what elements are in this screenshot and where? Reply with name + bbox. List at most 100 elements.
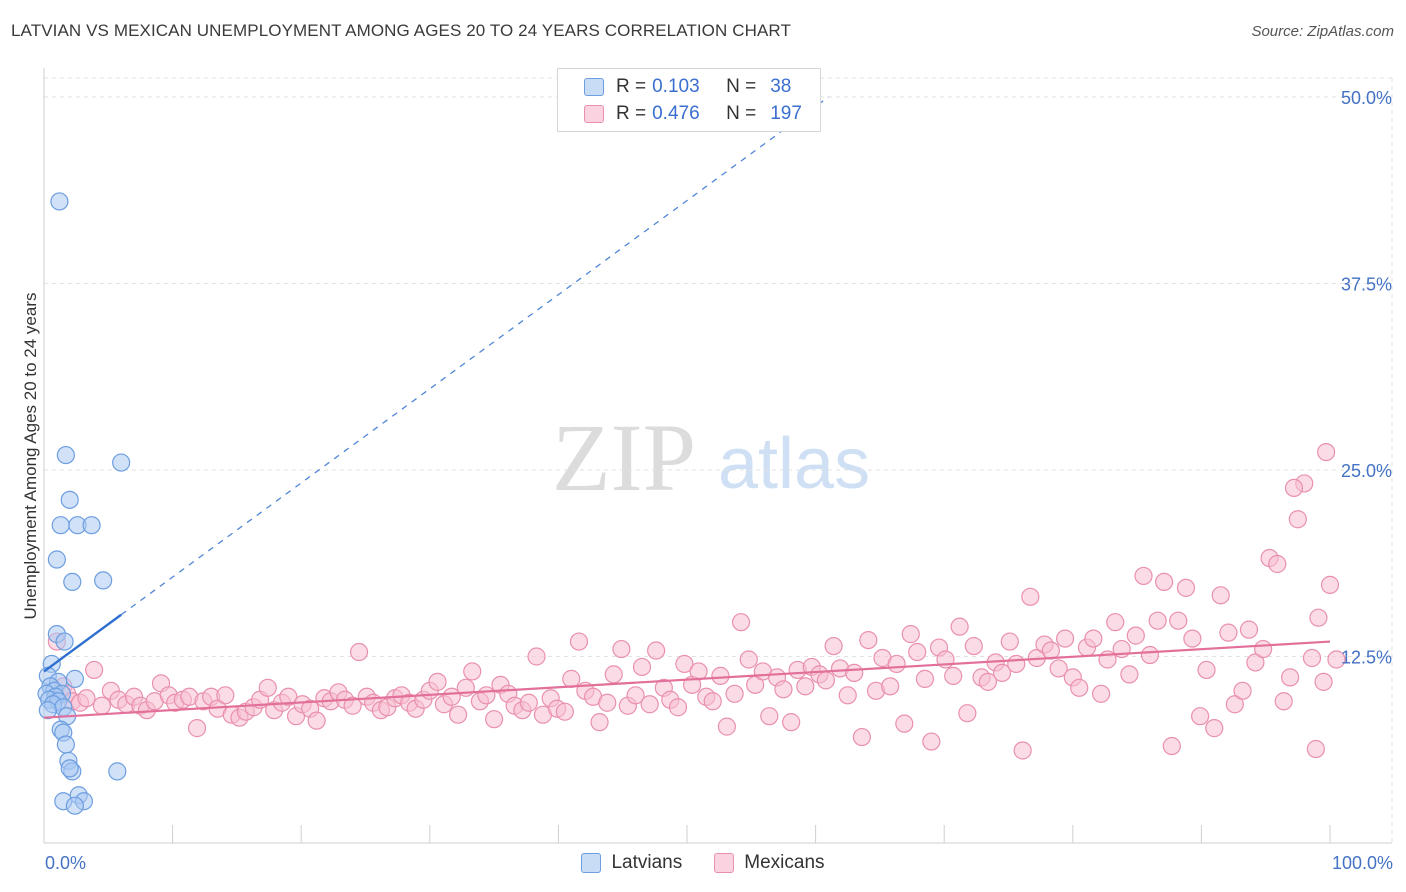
mexicans-point	[1106, 613, 1125, 632]
mexicans-point	[1013, 741, 1032, 760]
mexicans-point	[1254, 639, 1273, 659]
mexicans-point	[689, 662, 708, 681]
mexicans-point	[675, 654, 694, 674]
mexicans-point	[1041, 641, 1061, 660]
mexicans-swatch	[584, 105, 604, 123]
y-tick-label: 25.0%	[1341, 461, 1392, 481]
mexicans-point	[1091, 684, 1111, 703]
latvians-point	[63, 572, 82, 592]
mexicans-point	[1140, 645, 1160, 665]
correlation-legend: R = 0.103 N = 38 R = 0.476 N = 197	[557, 68, 821, 132]
r-value: 0.476	[652, 103, 700, 124]
mexicans-point	[703, 692, 722, 711]
mexicans-point	[725, 684, 744, 703]
mexicans-point	[598, 693, 617, 712]
mexicans-point	[908, 642, 927, 662]
mexicans-point	[92, 696, 111, 715]
mexicans-point	[739, 650, 758, 669]
mexicans-point	[852, 727, 871, 747]
mexicans-point	[1246, 653, 1265, 672]
mexicans-point	[519, 693, 538, 712]
mexicans-point	[562, 669, 581, 688]
latvians-point	[82, 516, 101, 535]
mexicans-point	[944, 666, 963, 685]
legend-row-latvians: R = 0.103 N = 38	[584, 75, 791, 99]
mexicans-point	[1162, 736, 1181, 756]
source-label: Source: ZipAtlas.com	[1251, 23, 1394, 40]
mexicans-point	[1176, 578, 1196, 597]
mexicans-point	[349, 642, 369, 662]
mexicans-point	[760, 707, 779, 726]
mexicans-point	[845, 663, 864, 683]
mexicans-point	[958, 704, 977, 723]
watermark-zip: ZIP	[552, 404, 696, 511]
mexicans-point	[279, 687, 298, 706]
mexicans-point	[950, 617, 969, 636]
mexicans-point	[307, 711, 326, 730]
mexicans-point	[463, 662, 482, 681]
mexicans-point	[1225, 695, 1244, 714]
mexicans-point	[1000, 632, 1019, 651]
mexicans-point	[343, 696, 362, 715]
mexicans-point	[824, 636, 843, 656]
mexicans-point	[216, 686, 235, 705]
legend-item-mexicans[interactable]: Mexicans	[714, 852, 825, 874]
mexicans-point	[590, 713, 609, 732]
mexicans-point	[1320, 575, 1340, 594]
legend-item-latvians[interactable]: Latvians	[581, 852, 682, 874]
latvians-trend-line	[43, 613, 122, 673]
n-label: N =	[726, 76, 757, 97]
n-value: 38	[770, 76, 792, 97]
mexicans-point	[632, 657, 652, 677]
mexicans-point	[895, 714, 914, 733]
mexicans-point	[1055, 629, 1075, 648]
latvians-trend-extension	[120, 96, 829, 616]
mexicans-point	[1197, 660, 1216, 680]
mexicans-point	[1317, 442, 1336, 462]
latvians-legend-label: Latvians	[611, 852, 683, 873]
mexicans-point	[448, 705, 468, 724]
mexicans-point	[796, 677, 815, 696]
latvians-point	[56, 445, 75, 465]
mexicans-point	[604, 665, 623, 684]
mexicans-point	[1070, 678, 1089, 697]
mexicans-point	[1021, 587, 1040, 606]
latvians-point	[47, 550, 66, 569]
mexicans-point	[1219, 623, 1238, 642]
r-value: 0.103	[652, 76, 700, 97]
y-tick-label: 37.5%	[1341, 275, 1392, 295]
r-label: R =	[616, 103, 647, 124]
mexicans-point	[901, 625, 920, 644]
mexicans-point	[77, 689, 96, 708]
latvians-point	[50, 192, 69, 211]
latvians-point	[56, 735, 75, 754]
latvians-point	[38, 701, 57, 720]
mexicans-point	[782, 713, 801, 732]
mexicans-point	[731, 613, 751, 632]
x-tick-label: 100.0%	[1332, 853, 1393, 873]
latvians-legend-swatch	[581, 853, 602, 873]
mexicans-point	[668, 698, 688, 717]
mexicans-point	[1281, 668, 1300, 687]
mexicans-point	[978, 672, 998, 691]
mexicans-trend-line	[43, 640, 1331, 719]
mexicans-point	[428, 672, 447, 691]
mexicans-point	[1274, 692, 1293, 711]
mexicans-point	[1288, 510, 1307, 529]
legend-row-mexicans: R = 0.476 N = 197	[584, 102, 802, 126]
latvians-point	[112, 453, 131, 472]
mexicans-point	[527, 647, 546, 666]
mexicans-point	[915, 669, 935, 688]
latvians-point	[60, 490, 79, 509]
mexicans-point	[1233, 681, 1252, 700]
mexicans-point	[1327, 650, 1346, 669]
trend-lines	[43, 96, 1331, 719]
mexicans-point	[1155, 572, 1174, 592]
mexicans-point	[1205, 719, 1224, 738]
mexicans-point	[1120, 665, 1139, 684]
mexicans-point	[1148, 611, 1167, 630]
mexicans-legend-label: Mexicans	[744, 852, 825, 873]
latvians-point	[51, 516, 70, 535]
mexicans-point	[774, 680, 793, 699]
